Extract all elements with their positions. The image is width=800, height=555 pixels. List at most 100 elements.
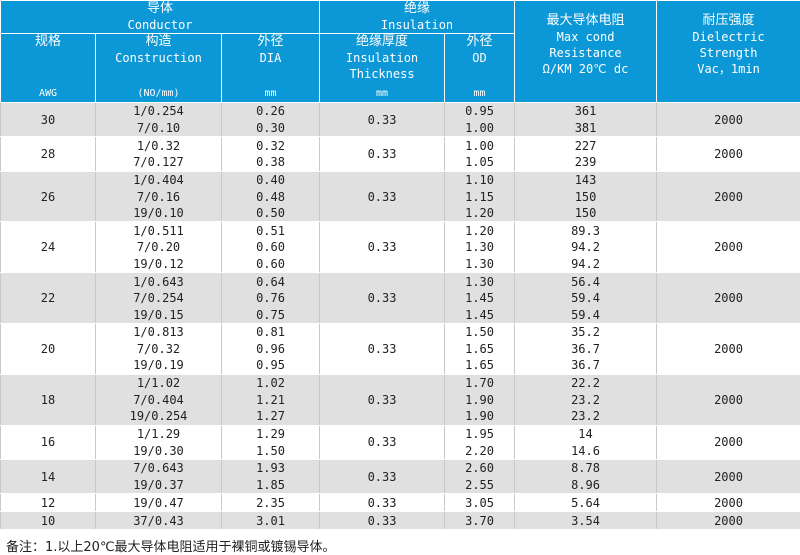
construction-cell: 19/0.12 xyxy=(96,256,222,273)
construction-cell: 19/0.10 xyxy=(96,205,222,222)
thickness-cell: 0.33 xyxy=(320,273,445,324)
od-cell: 1.45 xyxy=(445,306,515,323)
insulation-header: 绝缘 Insulation xyxy=(320,1,515,34)
dia-cell: 0.30 xyxy=(222,120,320,137)
dielectric-cell: 2000 xyxy=(657,137,800,171)
od-header-zh: 外径 xyxy=(445,34,514,50)
resistance-cell: 143 xyxy=(515,171,657,188)
resistance-cell: 36.7 xyxy=(515,357,657,374)
awg-cell: 24 xyxy=(1,222,96,273)
dia-cell: 1.02 xyxy=(222,374,320,391)
dielectric-cell: 2000 xyxy=(657,323,800,374)
thickness-cell: 0.33 xyxy=(320,459,445,493)
resistance-cell: 89.3 xyxy=(515,222,657,239)
construction-cell: 19/0.15 xyxy=(96,306,222,323)
awg-cell: 10 xyxy=(1,512,96,530)
od-cell: 1.30 xyxy=(445,239,515,255)
od-cell: 1.20 xyxy=(445,222,515,239)
resistance-cell: 36.7 xyxy=(515,341,657,357)
thickness-header-en1: Insulation xyxy=(320,50,444,66)
od-cell: 1.05 xyxy=(445,154,515,171)
resistance-cell: 239 xyxy=(515,154,657,171)
od-cell: 2.60 xyxy=(445,459,515,476)
dia-cell: 0.60 xyxy=(222,256,320,273)
dia-cell: 0.38 xyxy=(222,154,320,171)
thickness-cell: 0.33 xyxy=(320,425,445,459)
dia-cell: 0.48 xyxy=(222,188,320,204)
dielectric-cell: 2000 xyxy=(657,494,800,512)
spec-table: 导体 Conductor 绝缘 Insulation 最大导体电阻 Max co… xyxy=(0,0,800,530)
dielectric-cell: 2000 xyxy=(657,273,800,324)
thickness-unit: mm xyxy=(320,86,444,102)
construction-cell: 7/0.127 xyxy=(96,154,222,171)
dia-cell: 0.40 xyxy=(222,171,320,188)
construction-header-zh: 构造 xyxy=(96,34,221,50)
resistance-cell: 361 xyxy=(515,103,657,120)
resistance-cell: 94.2 xyxy=(515,239,657,255)
awg-header-zh: 规格 xyxy=(1,34,95,50)
awg-cell: 14 xyxy=(1,459,96,493)
resistance-cell: 381 xyxy=(515,120,657,137)
od-cell: 3.05 xyxy=(445,494,515,512)
resistance-cell: 22.2 xyxy=(515,374,657,391)
resistance-cell: 59.4 xyxy=(515,306,657,323)
construction-cell: 7/0.254 xyxy=(96,290,222,306)
resistance-cell: 3.54 xyxy=(515,512,657,530)
construction-cell: 7/0.16 xyxy=(96,188,222,204)
dia-header-en: DIA xyxy=(222,50,319,66)
resistance-cell: 8.78 xyxy=(515,459,657,476)
od-cell: 1.30 xyxy=(445,273,515,290)
dielectric-cell: 2000 xyxy=(657,222,800,273)
resistance-cell: 23.2 xyxy=(515,391,657,407)
resistance-cell: 14.6 xyxy=(515,442,657,459)
od-cell: 1.15 xyxy=(445,188,515,204)
dia-cell: 0.32 xyxy=(222,137,320,154)
dia-cell: 0.51 xyxy=(222,222,320,239)
construction-cell: 1/0.404 xyxy=(96,171,222,188)
resistance-header-zh: 最大导体电阻 xyxy=(515,13,656,29)
dielectric-cell: 2000 xyxy=(657,459,800,493)
construction-cell: 37/0.43 xyxy=(96,512,222,530)
construction-unit: (NO/mm) xyxy=(96,86,221,102)
od-cell: 1.00 xyxy=(445,137,515,154)
dia-cell: 1.50 xyxy=(222,442,320,459)
od-cell: 0.95 xyxy=(445,103,515,120)
resistance-cell: 5.64 xyxy=(515,494,657,512)
conductor-header: 导体 Conductor xyxy=(1,1,320,34)
od-cell: 1.20 xyxy=(445,205,515,222)
od-cell: 1.30 xyxy=(445,256,515,273)
construction-cell: 1/0.511 xyxy=(96,222,222,239)
construction-cell: 1/0.32 xyxy=(96,137,222,154)
construction-cell: 1/0.643 xyxy=(96,273,222,290)
dia-cell: 0.96 xyxy=(222,341,320,357)
dielectric-header: 耐压强度 Dielectric Strength Vac，1min xyxy=(657,1,800,103)
resistance-header-en1: Max cond xyxy=(515,29,656,45)
od-cell: 1.50 xyxy=(445,323,515,340)
awg-unit: AWG xyxy=(1,86,95,102)
awg-cell: 18 xyxy=(1,374,96,425)
resistance-cell: 56.4 xyxy=(515,273,657,290)
construction-cell: 19/0.254 xyxy=(96,408,222,425)
od-cell: 1.70 xyxy=(445,374,515,391)
insulation-header-en: Insulation xyxy=(320,17,514,33)
construction-cell: 7/0.10 xyxy=(96,120,222,137)
thickness-cell: 0.33 xyxy=(320,494,445,512)
dia-header: 外径 DIA mm xyxy=(222,34,320,103)
resistance-cell: 150 xyxy=(515,205,657,222)
thickness-header: 绝缘厚度 Insulation Thickness mm xyxy=(320,34,445,103)
dia-cell: 0.26 xyxy=(222,103,320,120)
resistance-header: 最大导体电阻 Max cond Resistance Ω/KM 20℃ dc xyxy=(515,1,657,103)
od-unit: mm xyxy=(445,86,514,102)
dia-cell: 1.27 xyxy=(222,408,320,425)
dielectric-cell: 2000 xyxy=(657,374,800,425)
od-header: 外径 OD mm xyxy=(445,34,515,103)
awg-cell: 20 xyxy=(1,323,96,374)
